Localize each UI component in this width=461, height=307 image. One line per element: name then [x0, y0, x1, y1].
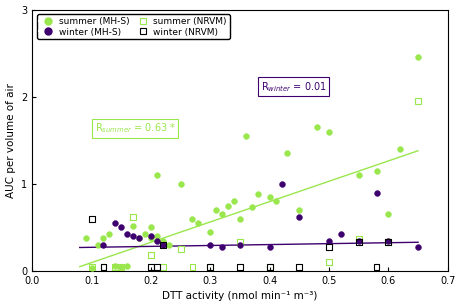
Point [236, 216, 244, 221]
Point [118, 264, 125, 269]
Point [414, 55, 422, 60]
Point [82, 235, 89, 240]
Point [219, 212, 226, 217]
Point [325, 129, 333, 134]
Point [159, 243, 166, 247]
Point [106, 232, 113, 237]
Point [207, 264, 214, 269]
Point [159, 264, 166, 269]
Point [100, 264, 107, 269]
Text: R$_{winter}$ = 0.01: R$_{winter}$ = 0.01 [261, 80, 326, 94]
Point [147, 264, 154, 269]
Point [355, 238, 362, 243]
Point [266, 264, 273, 269]
Point [153, 264, 160, 269]
Point [266, 244, 273, 249]
Point [248, 205, 255, 210]
Point [189, 216, 196, 221]
Point [207, 229, 214, 234]
X-axis label: DTT activity (nmol min⁻¹ m⁻³): DTT activity (nmol min⁻¹ m⁻³) [162, 291, 318, 301]
Point [147, 235, 154, 240]
Point [325, 260, 333, 265]
Point [124, 232, 131, 237]
Point [278, 181, 285, 186]
Point [325, 238, 333, 243]
Text: R$_{summer}$ = 0.63 *: R$_{summer}$ = 0.63 * [95, 122, 176, 135]
Point [88, 216, 95, 221]
Point [147, 234, 154, 239]
Point [230, 199, 238, 204]
Point [385, 240, 392, 245]
Point [100, 264, 107, 269]
Point [165, 243, 172, 247]
Point [284, 151, 291, 156]
Point [112, 263, 119, 268]
Point [177, 181, 184, 186]
Point [337, 232, 344, 237]
Point [213, 208, 220, 212]
Point [177, 247, 184, 252]
Point [414, 244, 422, 249]
Point [373, 264, 380, 269]
Point [296, 264, 303, 269]
Point [313, 125, 321, 130]
Point [130, 234, 137, 239]
Point [242, 134, 249, 138]
Point [124, 263, 131, 268]
Point [195, 221, 202, 226]
Point [147, 253, 154, 258]
Point [272, 199, 279, 204]
Point [325, 244, 333, 249]
Point [385, 240, 392, 245]
Point [207, 243, 214, 247]
Point [136, 235, 143, 240]
Point [153, 238, 160, 243]
Point [373, 168, 380, 173]
Point [130, 215, 137, 220]
Point [112, 221, 119, 226]
Point [266, 195, 273, 200]
Legend: summer (MH-S), winter (MH-S), summer (NRVM), winter (NRVM): summer (MH-S), winter (MH-S), summer (NR… [37, 14, 230, 39]
Point [147, 225, 154, 230]
Point [189, 264, 196, 269]
Point [130, 223, 137, 228]
Point [254, 192, 261, 197]
Point [414, 99, 422, 103]
Point [385, 212, 392, 217]
Point [142, 232, 149, 237]
Point [355, 236, 362, 241]
Point [373, 190, 380, 195]
Point [159, 243, 166, 247]
Point [136, 235, 143, 240]
Point [355, 240, 362, 245]
Point [236, 240, 244, 245]
Y-axis label: AUC per volume of air: AUC per volume of air [6, 83, 16, 198]
Point [100, 243, 107, 247]
Point [396, 146, 404, 151]
Point [225, 203, 232, 208]
Point [94, 243, 101, 247]
Point [207, 264, 214, 269]
Point [236, 243, 244, 247]
Point [355, 173, 362, 178]
Point [385, 238, 392, 243]
Point [159, 238, 166, 243]
Point [88, 264, 95, 269]
Point [296, 215, 303, 220]
Point [236, 264, 244, 269]
Point [100, 235, 107, 240]
Point [88, 265, 95, 270]
Point [266, 264, 273, 269]
Point [118, 264, 125, 269]
Point [153, 173, 160, 178]
Point [118, 225, 125, 230]
Point [219, 244, 226, 249]
Point [296, 208, 303, 212]
Point [112, 264, 119, 269]
Point [153, 234, 160, 239]
